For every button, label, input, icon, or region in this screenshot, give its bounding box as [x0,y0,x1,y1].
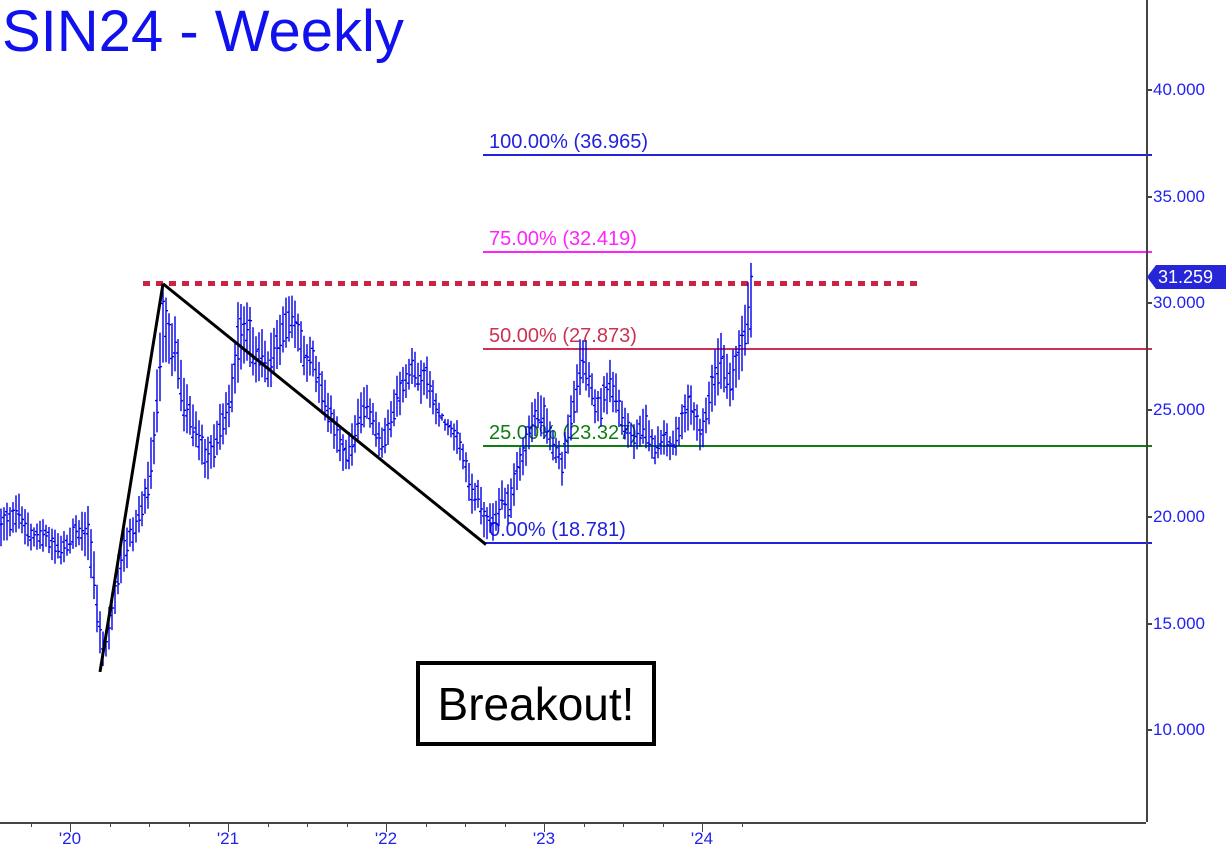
year-label-'21: '21 [216,829,240,845]
fib-line-75 [483,250,1146,253]
breakout-annotation-text: Breakout! [437,677,635,730]
trend-line-2 [162,282,487,546]
price-label-40.000: 40.000 [1153,80,1205,99]
trend-line-1 [98,283,165,673]
chart-title: SIN24 - Weekly [2,0,404,64]
price-tick-15.000 [1146,622,1152,625]
price-label-25.000: 25.000 [1153,400,1205,420]
price-tick-35.000 [1146,195,1152,198]
price-marker-value: 31.259 [1156,264,1226,289]
year-tick-'22 [386,822,387,832]
quarter-tick [149,822,150,827]
quarter-tick [504,822,506,827]
fib-label-50: 50.00% (27.873) [489,324,637,347]
price-marker-arrow-icon [1147,264,1156,289]
quarter-tick [30,822,32,827]
resistance-dotted-line [143,280,922,286]
last-price-marker: 31.259 [1147,264,1226,289]
quarter-tick [623,822,624,827]
fib-line-0 [483,541,1146,544]
price-label-15.000: 15.000 [1153,613,1205,633]
fib-axis-tick-0 [1146,541,1152,544]
quarter-tick [465,822,466,827]
price-label-35.000: 35.000 [1153,186,1205,206]
breakout-annotation-box: Breakout! [416,661,656,746]
fib-line-25 [483,444,1146,447]
price-tick-20.000 [1146,515,1152,518]
quarter-tick [583,822,585,827]
price-tick-40.000 [1146,89,1152,91]
time-axis-line [0,822,1146,824]
quarter-tick [267,822,269,827]
year-tick-'21 [228,822,229,832]
fib-axis-tick-25 [1146,444,1152,447]
year-label-'20: '20 [58,829,82,845]
fib-line-50 [483,347,1146,350]
year-label-'23: '23 [532,829,556,845]
quarter-tick [741,822,743,827]
year-tick-'23 [544,822,545,832]
fib-axis-tick-50 [1146,347,1152,350]
ohlc-bars-path [0,262,753,666]
year-label-'22: '22 [374,829,398,845]
price-label-10.000: 10.000 [1153,720,1205,740]
quarter-tick [188,822,190,827]
price-tick-30.000 [1146,302,1152,305]
quarter-tick [307,822,308,827]
price-tick-10.000 [1146,729,1152,732]
price-label-30.000: 30.000 [1153,293,1205,313]
fib-label-0: 0.00% (18.781) [489,518,626,541]
fib-axis-tick-100 [1146,153,1152,156]
fib-axis-tick-75 [1146,250,1152,253]
price-label-20.000: 20.000 [1153,506,1205,526]
quarter-tick [425,822,427,827]
price-tick-25.000 [1146,409,1152,412]
year-tick-'24 [702,822,703,832]
year-label-'24: '24 [690,829,714,845]
fib-label-75: 75.00% (32.419) [489,227,637,250]
year-tick-'20 [70,822,71,832]
fib-line-100 [483,153,1146,156]
quarter-tick [662,822,664,827]
quarter-tick [346,822,348,827]
quarter-tick [109,822,111,827]
fib-label-100: 100.00% (36.965) [489,130,649,153]
